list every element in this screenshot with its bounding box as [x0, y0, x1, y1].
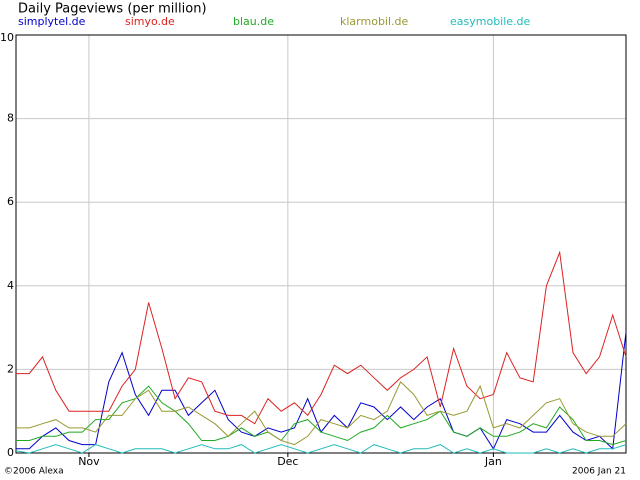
- series-line: [16, 381, 627, 446]
- source-label: ©2006 Alexa: [4, 467, 64, 477]
- y-tick-label: 6: [7, 195, 14, 208]
- chart-title: Daily Pageviews (per million): [18, 2, 207, 17]
- x-tick-label: Jan: [484, 455, 502, 468]
- x-tick-label: Nov: [78, 455, 100, 468]
- y-tick-label: 2: [7, 362, 14, 375]
- legend-label: simplytel.de: [18, 15, 86, 28]
- legend-label: klarmobil.de: [340, 15, 409, 28]
- series-line: [15, 444, 627, 454]
- series-line: [16, 250, 627, 425]
- x-tick-label: Dec: [277, 455, 298, 468]
- legend-label: simyo.de: [125, 15, 175, 28]
- series-line: [16, 331, 627, 450]
- legend-label: easymobile.de: [450, 15, 531, 28]
- y-tick-label: 4: [7, 279, 14, 292]
- y-tick-label: 0: [7, 446, 14, 459]
- legend-label: blau.de: [233, 15, 274, 28]
- y-tick-label: 8: [7, 112, 14, 125]
- date-label: 2006 Jan 21: [572, 467, 626, 477]
- plot-frame: [15, 34, 627, 454]
- y-tick-label: 10: [0, 31, 14, 44]
- series-line: [16, 385, 627, 446]
